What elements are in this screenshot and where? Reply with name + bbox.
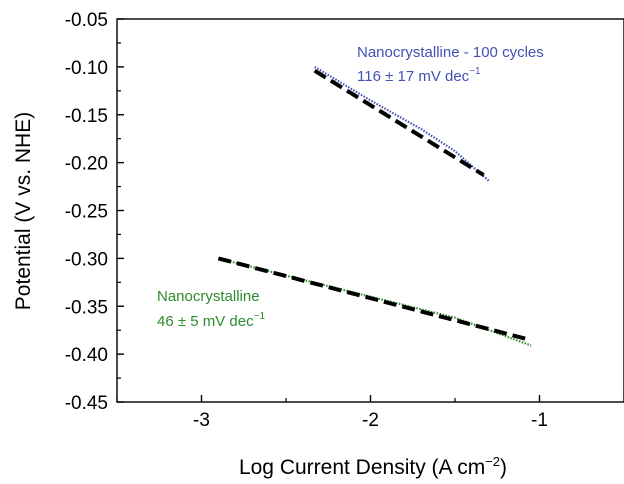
data-series-0 xyxy=(314,65,490,182)
x-tick-label: -3 xyxy=(193,410,210,431)
y-tick-label: -0.15 xyxy=(65,106,108,127)
y-tick-label: -0.05 xyxy=(65,10,108,31)
annotation-nanocrystalline-slope: 46 ± 5 mV dec−1 xyxy=(157,311,265,330)
annotation-100-cycles-slope: 116 ± 17 mV dec−1 xyxy=(357,66,481,85)
y-axis-title: Potential (V vs. NHE) xyxy=(12,112,35,310)
y-tick-label: -0.10 xyxy=(65,58,108,79)
axis-ticks: -3 -2 -1 -0.45 -0.40 -0.35 -0.30 -0.25 -0.20 -0.1… xyxy=(65,10,624,431)
y-tick-label: -0.20 xyxy=(65,154,108,175)
y-tick-label: -0.45 xyxy=(65,393,108,414)
x-axis-title: Log Current Density (A cm−2) xyxy=(239,454,507,479)
annotation-nanocrystalline-title: Nanocrystalline xyxy=(157,288,260,305)
y-tick-label: -0.35 xyxy=(65,297,108,318)
x-tick-label: -2 xyxy=(362,410,379,431)
y-tick-label: -0.40 xyxy=(65,345,108,366)
fit-line-1 xyxy=(313,68,485,177)
y-tick-label: -0.30 xyxy=(65,249,108,270)
annotation-100-cycles-title: Nanocrystalline - 100 cycles xyxy=(357,44,544,61)
y-tick-label: -0.25 xyxy=(65,202,108,223)
x-tick-label: -1 xyxy=(531,410,548,431)
plot-area xyxy=(217,65,532,347)
fit-line-3 xyxy=(217,256,527,341)
